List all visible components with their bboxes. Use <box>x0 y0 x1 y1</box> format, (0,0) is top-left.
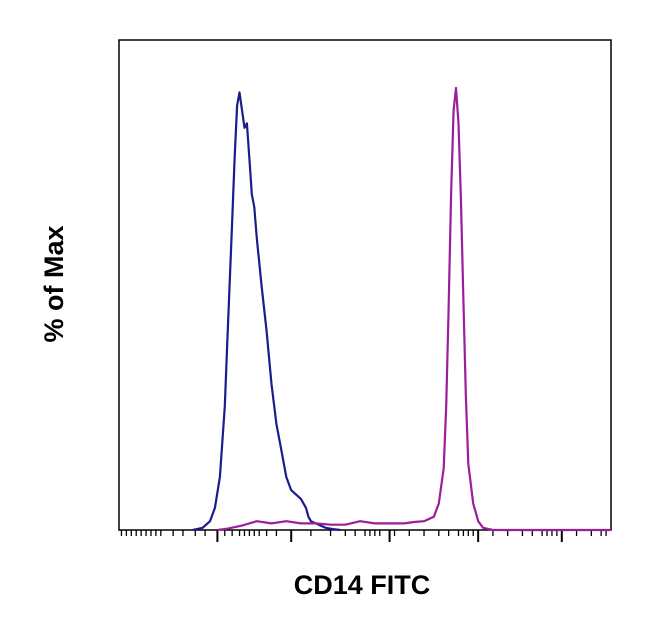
series-line-blue <box>192 91 341 532</box>
plot-frame <box>118 39 612 531</box>
series-line-purple <box>217 86 611 532</box>
x-axis-title: CD14 FITC <box>294 570 431 600</box>
y-axis-title: % of Max <box>39 225 69 342</box>
series-lines <box>192 86 611 532</box>
x-axis-ticks <box>120 530 607 542</box>
